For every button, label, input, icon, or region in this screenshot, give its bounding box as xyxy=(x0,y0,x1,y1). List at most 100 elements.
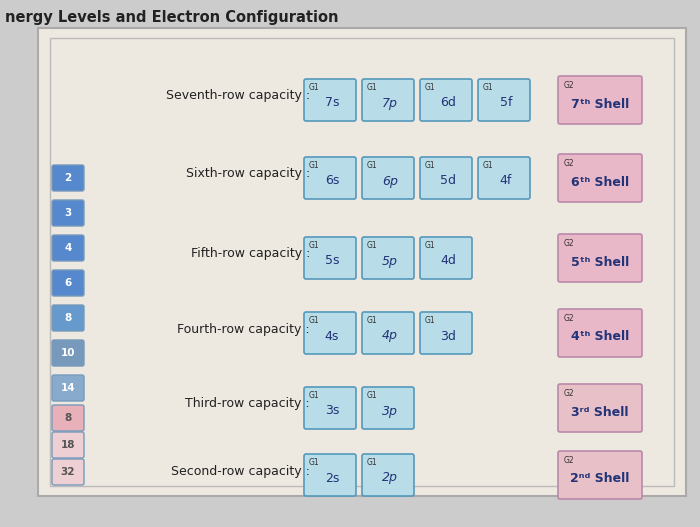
FancyBboxPatch shape xyxy=(52,305,84,331)
Text: G1: G1 xyxy=(367,391,377,400)
Text: G2: G2 xyxy=(564,389,575,398)
Text: 4ᵗʰ Shell: 4ᵗʰ Shell xyxy=(571,330,629,344)
Text: 2ⁿᵈ Shell: 2ⁿᵈ Shell xyxy=(570,473,630,485)
FancyBboxPatch shape xyxy=(558,384,642,432)
FancyBboxPatch shape xyxy=(478,79,530,121)
Text: G1: G1 xyxy=(309,241,320,250)
FancyBboxPatch shape xyxy=(420,79,472,121)
Text: G1: G1 xyxy=(309,391,320,400)
FancyBboxPatch shape xyxy=(304,312,356,354)
Text: G1: G1 xyxy=(425,316,435,325)
Text: 6d: 6d xyxy=(440,96,456,110)
Text: 4s: 4s xyxy=(325,329,340,343)
Text: 5ᵗʰ Shell: 5ᵗʰ Shell xyxy=(571,256,629,268)
Text: 2s: 2s xyxy=(325,472,340,484)
Text: 5p: 5p xyxy=(382,255,398,268)
Text: G1: G1 xyxy=(367,316,377,325)
FancyBboxPatch shape xyxy=(558,451,642,499)
Text: 7s: 7s xyxy=(325,96,340,110)
FancyBboxPatch shape xyxy=(52,459,84,485)
Text: Second-row capacity :: Second-row capacity : xyxy=(171,464,310,477)
Text: 4d: 4d xyxy=(440,255,456,268)
Text: G1: G1 xyxy=(367,458,377,467)
Text: 18: 18 xyxy=(61,440,76,450)
FancyBboxPatch shape xyxy=(52,340,84,366)
Text: G1: G1 xyxy=(309,316,320,325)
FancyBboxPatch shape xyxy=(304,237,356,279)
FancyBboxPatch shape xyxy=(362,454,414,496)
Text: G1: G1 xyxy=(425,83,435,92)
FancyBboxPatch shape xyxy=(558,76,642,124)
Text: G1: G1 xyxy=(309,161,320,170)
Text: G1: G1 xyxy=(425,241,435,250)
FancyBboxPatch shape xyxy=(52,405,84,431)
FancyBboxPatch shape xyxy=(50,38,674,486)
FancyBboxPatch shape xyxy=(420,312,472,354)
Text: 5s: 5s xyxy=(325,255,340,268)
FancyBboxPatch shape xyxy=(52,235,84,261)
FancyBboxPatch shape xyxy=(52,375,84,401)
FancyBboxPatch shape xyxy=(362,79,414,121)
FancyBboxPatch shape xyxy=(362,237,414,279)
Text: 5f: 5f xyxy=(500,96,512,110)
Text: G1: G1 xyxy=(309,458,320,467)
Text: G2: G2 xyxy=(564,239,575,248)
Text: G1: G1 xyxy=(367,241,377,250)
Text: G1: G1 xyxy=(367,83,377,92)
Text: G1: G1 xyxy=(367,161,377,170)
Text: G2: G2 xyxy=(564,81,575,90)
Text: G1: G1 xyxy=(425,161,435,170)
Text: 2: 2 xyxy=(64,173,71,183)
FancyBboxPatch shape xyxy=(304,79,356,121)
FancyBboxPatch shape xyxy=(362,157,414,199)
Text: G2: G2 xyxy=(564,456,575,465)
Text: G2: G2 xyxy=(564,314,575,323)
Text: 3d: 3d xyxy=(440,329,456,343)
Text: 5d: 5d xyxy=(440,174,456,188)
Text: 7ᵗʰ Shell: 7ᵗʰ Shell xyxy=(571,97,629,111)
Text: 4f: 4f xyxy=(500,174,512,188)
Text: Sixth-row capacity :: Sixth-row capacity : xyxy=(186,168,310,181)
FancyBboxPatch shape xyxy=(420,237,472,279)
Text: 32: 32 xyxy=(61,467,76,477)
Text: G1: G1 xyxy=(483,161,493,170)
Text: 8: 8 xyxy=(64,313,71,323)
Text: 2p: 2p xyxy=(382,472,398,484)
FancyBboxPatch shape xyxy=(52,432,84,458)
FancyBboxPatch shape xyxy=(304,454,356,496)
Text: G1: G1 xyxy=(309,83,320,92)
FancyBboxPatch shape xyxy=(420,157,472,199)
Text: G2: G2 xyxy=(564,159,575,168)
FancyBboxPatch shape xyxy=(52,270,84,296)
FancyBboxPatch shape xyxy=(362,312,414,354)
Text: 10: 10 xyxy=(61,348,76,358)
Text: 6p: 6p xyxy=(382,174,398,188)
Text: 3s: 3s xyxy=(325,405,340,417)
Text: 8: 8 xyxy=(64,413,71,423)
Text: 4: 4 xyxy=(64,243,71,253)
Text: 7p: 7p xyxy=(382,96,398,110)
FancyBboxPatch shape xyxy=(52,165,84,191)
Text: 3p: 3p xyxy=(382,405,398,417)
FancyBboxPatch shape xyxy=(38,28,686,496)
Text: 4p: 4p xyxy=(382,329,398,343)
Text: 6: 6 xyxy=(64,278,71,288)
FancyBboxPatch shape xyxy=(362,387,414,429)
FancyBboxPatch shape xyxy=(558,234,642,282)
Text: Seventh-row capacity :: Seventh-row capacity : xyxy=(166,90,310,102)
FancyBboxPatch shape xyxy=(304,387,356,429)
Text: 14: 14 xyxy=(61,383,76,393)
FancyBboxPatch shape xyxy=(52,200,84,226)
FancyBboxPatch shape xyxy=(558,154,642,202)
Text: Fourth-row capacity :: Fourth-row capacity : xyxy=(177,323,310,336)
Text: G1: G1 xyxy=(483,83,493,92)
Text: 6s: 6s xyxy=(325,174,340,188)
Text: Third-row capacity :: Third-row capacity : xyxy=(186,397,310,411)
Text: Fifth-row capacity :: Fifth-row capacity : xyxy=(190,248,310,260)
FancyBboxPatch shape xyxy=(558,309,642,357)
Text: 6ᵗʰ Shell: 6ᵗʰ Shell xyxy=(571,175,629,189)
Text: nergy Levels and Electron Configuration: nergy Levels and Electron Configuration xyxy=(5,10,339,25)
Text: 3: 3 xyxy=(64,208,71,218)
Text: 3ʳᵈ Shell: 3ʳᵈ Shell xyxy=(571,405,629,418)
FancyBboxPatch shape xyxy=(478,157,530,199)
